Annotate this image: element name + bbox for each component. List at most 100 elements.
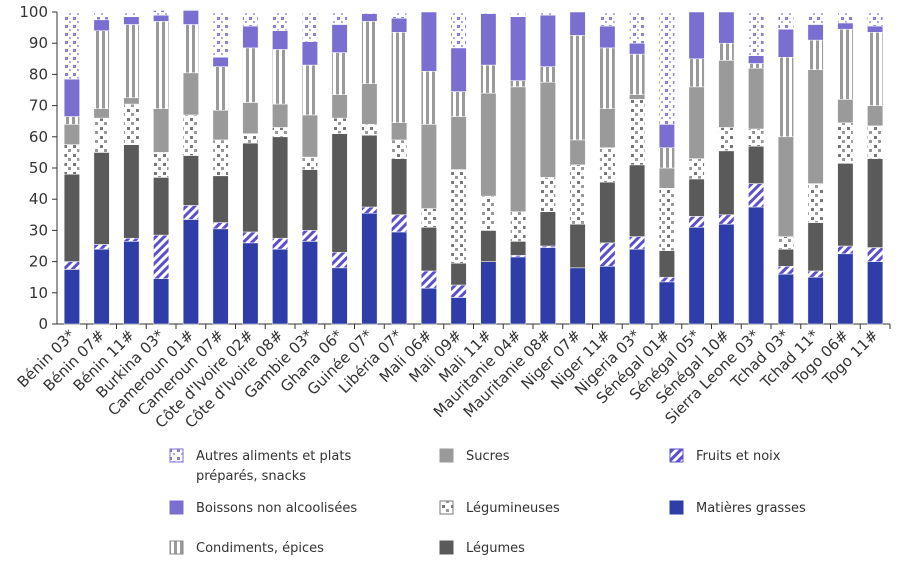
bar-stack xyxy=(391,11,408,325)
bar-segment-pulses xyxy=(123,103,140,145)
legend-item-sugars: Sucres xyxy=(439,448,510,464)
bar-segment-other xyxy=(272,11,289,31)
bar-segment-sugars xyxy=(331,94,348,119)
bar-segment-drinks xyxy=(480,13,497,66)
bar-segment-fat xyxy=(718,223,735,325)
legend-item-drinks: Boissons non alcoolisées xyxy=(169,500,357,516)
bar-segment-fruits xyxy=(420,270,437,289)
bar-segment-legumes_veg xyxy=(658,250,675,278)
bar-segment-legumes_veg xyxy=(331,133,348,253)
bar-segment-fruits xyxy=(301,230,318,242)
bar-segment-legumes_veg xyxy=(807,222,824,272)
bar-segment-legumes_veg xyxy=(837,163,854,247)
bar-segment-drinks xyxy=(361,13,378,22)
bar-segment-fruits xyxy=(718,214,735,225)
bar-segment-condiments xyxy=(182,24,199,74)
bar-stack xyxy=(361,11,378,325)
bar-segment-fruits xyxy=(450,284,467,298)
bar-segment-pulses xyxy=(569,164,586,225)
bar-segment-sugars xyxy=(569,139,586,166)
bar-segment-pulses xyxy=(272,127,289,138)
legend-label: Matières grasses xyxy=(696,501,806,516)
bar-segment-pulses xyxy=(182,114,199,156)
bar-segment-sugars xyxy=(272,103,289,128)
bar-segment-fat xyxy=(480,261,497,325)
bar-segment-fat xyxy=(777,273,794,325)
bar-segment-fat xyxy=(242,242,259,325)
bar-segment-condiments xyxy=(688,58,705,88)
bar-segment-other xyxy=(658,11,675,125)
bar-stack xyxy=(599,11,616,325)
bar-stack xyxy=(272,11,289,325)
bar-segment-drinks xyxy=(93,19,110,31)
bar-segment-legumes_veg xyxy=(301,169,318,231)
bar-segment-other xyxy=(301,11,318,42)
y-tick-label: 30 xyxy=(29,221,48,239)
bar-stack xyxy=(63,11,80,325)
bar-segment-drinks xyxy=(391,17,408,33)
bar-segment-sugars xyxy=(93,108,110,119)
y-tick-label: 10 xyxy=(29,284,48,302)
bar-segment-condiments xyxy=(629,53,646,95)
bar-stack xyxy=(867,11,884,325)
bar-segment-sugars xyxy=(301,114,318,158)
bar-stack xyxy=(569,11,586,325)
bar-segment-sugars xyxy=(688,86,705,159)
bar-segment-condiments xyxy=(777,56,794,138)
bar-segment-legumes_veg xyxy=(153,177,170,236)
bar-segment-fat xyxy=(629,248,646,325)
bar-segment-sugars xyxy=(867,105,884,127)
bar-segment-legumes_veg xyxy=(510,241,527,256)
bar-segment-drinks xyxy=(629,42,646,55)
bar-segment-pulses xyxy=(93,117,110,153)
bar-segment-other xyxy=(807,11,824,25)
bar-segment-drinks xyxy=(331,24,348,53)
bar-segment-fruits xyxy=(777,266,794,275)
bar-stack xyxy=(331,11,348,325)
bar-segment-drinks xyxy=(539,14,556,67)
bar-segment-condiments xyxy=(153,21,170,109)
bar-segment-sugars xyxy=(63,124,80,145)
bar-segment-fruits xyxy=(361,206,378,214)
bar-segment-sugars xyxy=(539,81,556,178)
bar-segment-fruits xyxy=(182,205,199,220)
bar-segment-sugars xyxy=(123,97,140,105)
legend-swatch xyxy=(439,540,454,555)
bar-segment-sugars xyxy=(450,116,467,170)
legend-swatch xyxy=(669,448,684,463)
bar-segment-pulses xyxy=(420,208,437,228)
bar-segment-drinks xyxy=(837,22,854,30)
y-tick-label: 90 xyxy=(29,34,48,52)
bar-stack xyxy=(748,11,765,325)
bar-segment-drinks xyxy=(242,25,259,49)
bar-segment-fat xyxy=(599,266,616,325)
legend-swatch xyxy=(439,448,454,463)
bar-segment-condiments xyxy=(63,116,80,125)
bar-segment-condiments xyxy=(301,64,318,116)
bar-segment-sugars xyxy=(658,167,675,189)
bar-segment-drinks xyxy=(450,47,467,92)
bar-segment-condiments xyxy=(450,91,467,117)
bar-segment-legumes_veg xyxy=(539,211,556,247)
bar-segment-condiments xyxy=(718,42,735,61)
bar-segment-fruits xyxy=(867,247,884,262)
bar-segment-fat xyxy=(450,297,467,325)
legend-label: Condiments, épices xyxy=(196,541,324,556)
bar-segment-sugars xyxy=(420,124,437,209)
bar-segment-legumes_veg xyxy=(777,248,794,267)
legend-item-condiments: Condiments, épices xyxy=(169,540,324,556)
bar-segment-drinks xyxy=(63,78,80,117)
bar-segment-sugars xyxy=(391,122,408,141)
bar-segment-legumes_veg xyxy=(182,155,199,206)
y-tick-label: 20 xyxy=(29,253,48,271)
bar-segment-sugars xyxy=(807,69,824,184)
bar-stack xyxy=(242,11,259,325)
bar-segment-fruits xyxy=(212,222,229,230)
bar-segment-fruits xyxy=(123,237,140,242)
bar-segment-condiments xyxy=(867,32,884,106)
bar-stack xyxy=(629,11,646,325)
bar-stack xyxy=(182,10,199,325)
bar-segment-condiments xyxy=(539,66,556,83)
legend-label: Sucres xyxy=(466,449,510,464)
